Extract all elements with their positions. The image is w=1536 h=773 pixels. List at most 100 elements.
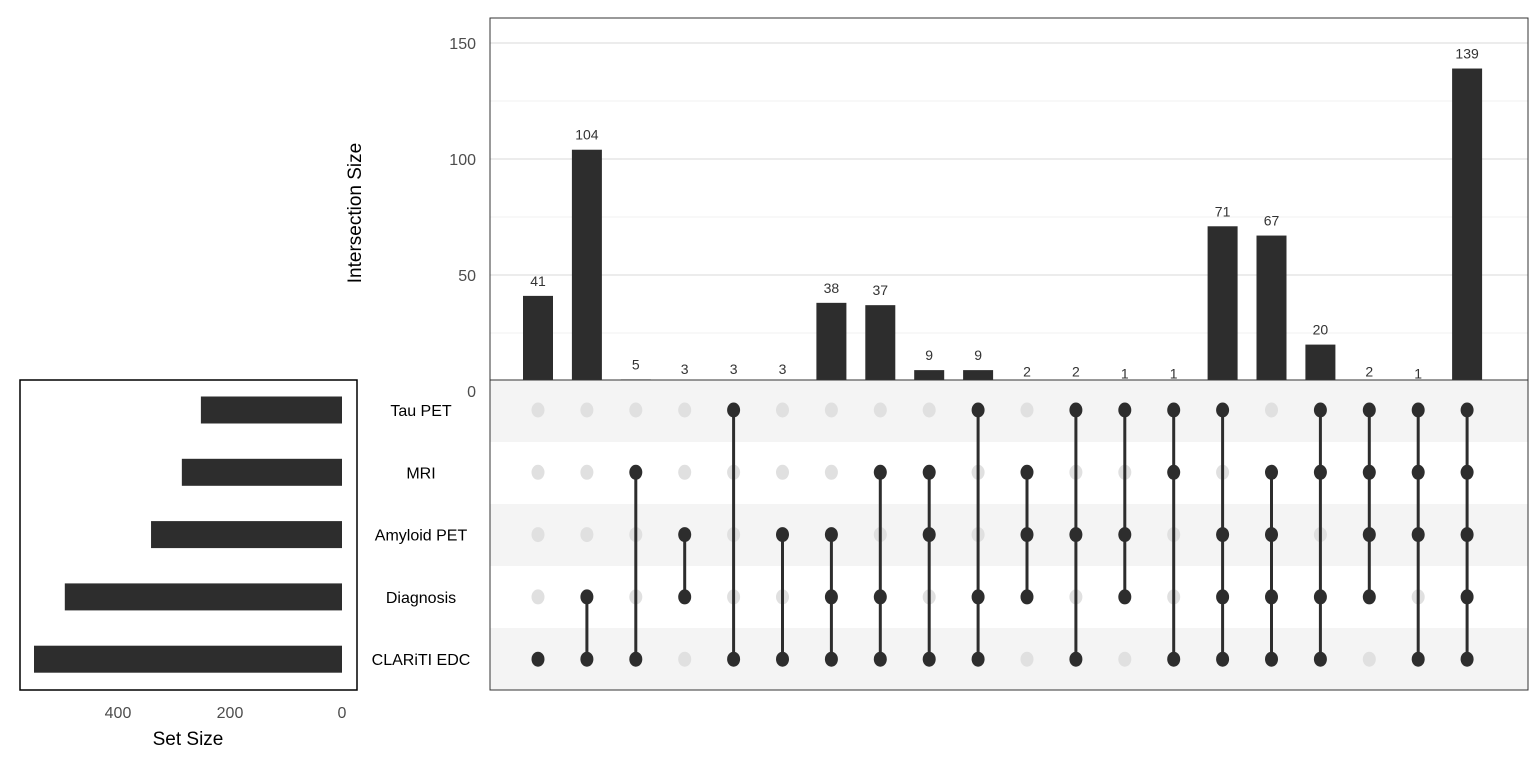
matrix-dot-filled [824, 651, 838, 667]
matrix-dot-filled [1460, 464, 1474, 480]
intersection-bar [865, 305, 896, 380]
matrix-dot-filled [1265, 651, 1278, 667]
intersection-bar [1452, 68, 1483, 380]
intersection-bars [523, 68, 1483, 380]
matrix-dot-filled [1411, 464, 1425, 480]
y-tick-label: 0 [467, 384, 476, 401]
intersection-bar [963, 370, 994, 380]
set-size-bar [64, 583, 343, 611]
matrix-dot-filled [1118, 527, 1132, 543]
intersection-bar-label: 71 [1215, 203, 1231, 219]
matrix-dot-filled [1460, 527, 1474, 543]
intersection-bar-label: 38 [824, 280, 840, 296]
y-tick-label: 150 [449, 36, 476, 53]
matrix-dot-filled [1216, 651, 1230, 667]
matrix-dot-filled [678, 527, 692, 543]
intersection-bar-label: 139 [1455, 46, 1479, 62]
matrix-dot-empty [678, 464, 692, 480]
intersection-bar [914, 370, 945, 380]
intersection-bar-label: 3 [681, 361, 689, 377]
matrix-dot-empty [1265, 402, 1278, 418]
matrix-dot-empty [873, 402, 887, 418]
matrix-dot-empty [629, 402, 643, 418]
intersection-size-axis-title: Intersection Size [345, 143, 366, 283]
matrix-dot-empty [1118, 651, 1132, 667]
matrix-dot-filled [824, 589, 838, 605]
x-tick-label: 0 [338, 705, 347, 722]
intersection-bar-label: 67 [1264, 213, 1280, 229]
matrix-dot-filled [922, 527, 936, 543]
matrix-dot-filled [971, 402, 985, 418]
matrix-dot-filled [1118, 589, 1132, 605]
matrix-dot-filled [727, 402, 741, 418]
matrix-dot-filled [922, 651, 936, 667]
matrix-dot-filled [873, 589, 887, 605]
matrix-dot-filled [1167, 402, 1181, 418]
matrix-panel-border [489, 379, 1529, 691]
intersection-bar-label: 3 [779, 361, 787, 377]
intersection-bar-label: 9 [974, 347, 982, 363]
matrix-dot-filled [1216, 589, 1230, 605]
matrix-dot-empty [531, 527, 545, 543]
matrix-dot-empty [776, 464, 789, 480]
matrix-dot-empty [580, 527, 594, 543]
intersection-bar [571, 149, 602, 380]
intersection-bar-label: 1 [1170, 366, 1178, 382]
set-size-bar [181, 458, 342, 486]
matrix-dot-filled [1460, 589, 1474, 605]
matrix-dot-filled [1460, 402, 1474, 418]
matrix-dot-filled [629, 651, 643, 667]
intersection-bar-label: 1 [1414, 366, 1422, 382]
matrix-dot-filled [1362, 527, 1376, 543]
matrix-dot-filled [873, 651, 887, 667]
matrix-dot-empty [1020, 402, 1034, 418]
matrix-row-stripe [490, 566, 1528, 628]
intersection-bar-label: 2 [1365, 363, 1373, 379]
matrix-dot-empty [531, 589, 545, 605]
matrix-dot-filled [1216, 402, 1230, 418]
matrix-dot-empty [1362, 651, 1376, 667]
matrix-dot-empty [678, 651, 692, 667]
intersection-bar-label: 104 [575, 127, 599, 143]
matrix-dot-filled [1020, 527, 1034, 543]
intersection-bar-label: 1 [1121, 366, 1129, 382]
set-name-label: MRI [406, 465, 435, 482]
matrix-dot-filled [971, 589, 985, 605]
matrix-dot-filled [1313, 402, 1327, 418]
matrix-dot-filled [727, 651, 741, 667]
set-size-bar [34, 645, 342, 673]
matrix-dot-empty [824, 402, 838, 418]
matrix-dot-filled [1411, 651, 1425, 667]
matrix-dot-filled [1313, 464, 1327, 480]
set-name-label: Tau PET [390, 403, 452, 420]
matrix-dot-filled [1216, 527, 1230, 543]
intersection-bar-label: 20 [1313, 322, 1329, 338]
matrix-dot-filled [1313, 589, 1327, 605]
intersection-bar-label: 3 [730, 361, 738, 377]
matrix-dot-filled [678, 589, 692, 605]
matrix-dot-empty [824, 464, 838, 480]
matrix-dot-filled [1020, 464, 1034, 480]
matrix-dot-filled [1313, 651, 1327, 667]
y-tick-label: 100 [449, 152, 476, 169]
matrix-dot-filled [1265, 464, 1278, 480]
matrix-dot-filled [580, 651, 594, 667]
set-name-label: CLARiTI EDC [372, 652, 471, 669]
matrix-dot-empty [580, 464, 594, 480]
intersection-bar-label: 2 [1023, 363, 1031, 379]
matrix-dot-filled [776, 651, 789, 667]
intersection-bar-label: 41 [530, 273, 546, 289]
set-name-label: Amyloid PET [375, 528, 468, 545]
y-tick-label: 50 [458, 268, 476, 285]
matrix-row-stripe [490, 442, 1528, 504]
matrix-dot-empty [678, 402, 692, 418]
matrix-dot-filled [1411, 527, 1425, 543]
matrix-dot-filled [531, 651, 545, 667]
x-tick-label: 400 [105, 705, 132, 722]
intersection-bar-label: 9 [925, 347, 933, 363]
intersection-bar [1207, 226, 1238, 380]
intersection-bar [816, 302, 847, 380]
matrix-dot-filled [1265, 527, 1278, 543]
x-tick-label: 200 [217, 705, 244, 722]
matrix-dot-filled [873, 464, 887, 480]
